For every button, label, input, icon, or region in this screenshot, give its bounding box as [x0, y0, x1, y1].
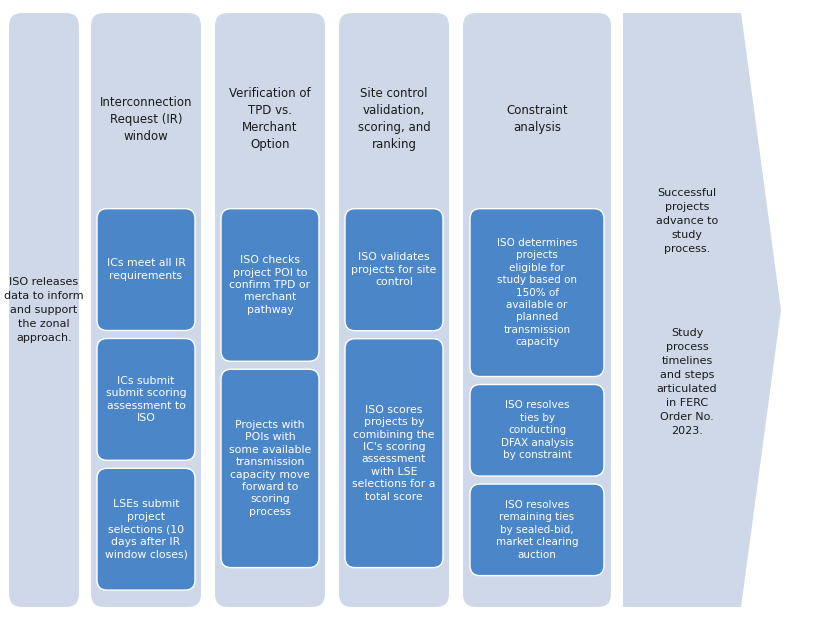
Text: LSEs submit
project
selections (10
days after IR
window closes): LSEs submit project selections (10 days … [105, 500, 188, 559]
Text: Projects with
POIs with
some available
transmission
capacity move
forward to
sco: Projects with POIs with some available t… [229, 420, 311, 517]
Text: Study
process
timelines
and steps
articulated
in FERC
Order No.
2023.: Study process timelines and steps articu… [657, 327, 717, 435]
Text: ISO releases
data to inform
and support
the zonal
approach.: ISO releases data to inform and support … [4, 277, 83, 343]
Text: ICs submit
submit scoring
assessment to
ISO: ICs submit submit scoring assessment to … [106, 376, 187, 423]
FancyBboxPatch shape [470, 484, 604, 575]
Text: ISO checks
project POI to
confirm TPD or
merchant
pathway: ISO checks project POI to confirm TPD or… [230, 255, 311, 315]
Text: ISO resolves
ties by
conducting
DFAX analysis
by constraint: ISO resolves ties by conducting DFAX ana… [501, 401, 573, 460]
FancyBboxPatch shape [338, 12, 450, 608]
Text: Successful
projects
advance to
study
process.: Successful projects advance to study pro… [656, 188, 718, 254]
FancyBboxPatch shape [470, 209, 604, 376]
FancyBboxPatch shape [90, 12, 202, 608]
FancyBboxPatch shape [345, 209, 443, 330]
FancyBboxPatch shape [97, 339, 195, 460]
FancyBboxPatch shape [470, 384, 604, 476]
FancyBboxPatch shape [97, 209, 195, 330]
Text: ISO resolves
remaining ties
by sealed-bid,
market clearing
auction: ISO resolves remaining ties by sealed-bi… [496, 500, 578, 560]
Text: ISO validates
projects for site
control: ISO validates projects for site control [351, 252, 437, 287]
Text: ICs meet all IR
requirements: ICs meet all IR requirements [107, 259, 186, 281]
FancyBboxPatch shape [221, 209, 319, 361]
Text: Interconnection
Request (IR)
window: Interconnection Request (IR) window [100, 95, 192, 143]
FancyBboxPatch shape [462, 12, 612, 608]
Text: Constraint
analysis: Constraint analysis [506, 104, 567, 135]
Text: Site control
validation,
scoring, and
ranking: Site control validation, scoring, and ra… [358, 87, 430, 151]
Text: ISO scores
projects by
comibining the
IC's scoring
assessment
with LSE
selection: ISO scores projects by comibining the IC… [353, 405, 435, 502]
Text: ISO determines
projects
eligible for
study based on
150% of
available or
planned: ISO determines projects eligible for stu… [496, 238, 577, 347]
Text: Verification of
TPD vs.
Merchant
Option: Verification of TPD vs. Merchant Option [229, 87, 311, 151]
FancyBboxPatch shape [97, 468, 195, 590]
FancyBboxPatch shape [214, 12, 326, 608]
FancyBboxPatch shape [8, 12, 80, 608]
FancyBboxPatch shape [221, 370, 319, 567]
FancyBboxPatch shape [345, 339, 443, 567]
Polygon shape [622, 12, 782, 608]
